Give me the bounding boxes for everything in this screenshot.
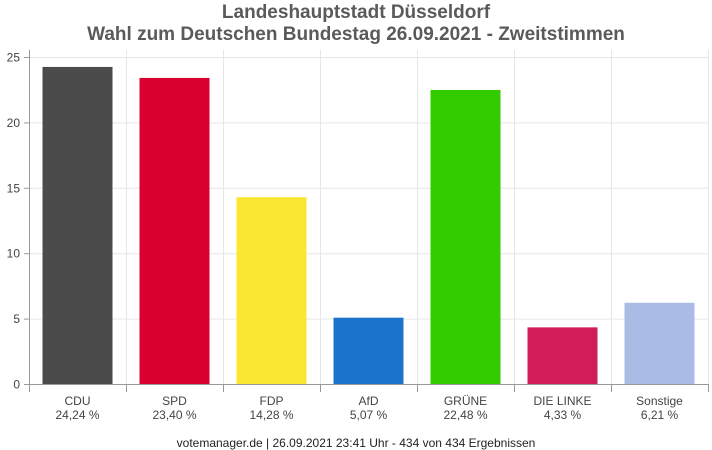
bar-fdp bbox=[236, 197, 307, 384]
y-tick-label: 5 bbox=[13, 312, 20, 326]
x-category-label: AfD bbox=[358, 394, 378, 408]
chart-title: Landeshauptstadt Düsseldorf bbox=[221, 2, 491, 23]
x-value-label: 4,33 % bbox=[544, 408, 582, 422]
bar-afd bbox=[333, 317, 404, 384]
x-category-label: DIE LINKE bbox=[533, 394, 591, 408]
x-category-label: CDU bbox=[65, 394, 91, 408]
y-tick-label: 15 bbox=[7, 181, 21, 195]
chart-subtitle: Wahl zum Deutschen Bundestag 26.09.2021 … bbox=[87, 24, 625, 45]
x-category-label: Sonstige bbox=[636, 394, 683, 408]
x-value-label: 22,48 % bbox=[443, 408, 487, 422]
bar-spd bbox=[139, 77, 210, 384]
x-category-label: FDP bbox=[260, 394, 284, 408]
y-tick-label: 25 bbox=[7, 51, 21, 65]
y-tick-label: 0 bbox=[13, 378, 20, 392]
x-value-label: 23,40 % bbox=[152, 408, 196, 422]
x-value-label: 14,28 % bbox=[249, 408, 293, 422]
bar-cdu bbox=[42, 66, 113, 385]
bar-die-linke bbox=[527, 327, 598, 384]
x-value-label: 5,07 % bbox=[350, 408, 388, 422]
footer-source: votemanager.de | 26.09.2021 23:41 Uhr - … bbox=[176, 436, 536, 450]
bar-sonstige bbox=[624, 302, 695, 384]
y-tick-label: 20 bbox=[7, 116, 21, 130]
x-value-label: 24,24 % bbox=[55, 408, 99, 422]
x-category-label: GRÜNE bbox=[444, 394, 487, 408]
x-category-label: SPD bbox=[162, 394, 187, 408]
bar-grüne bbox=[430, 89, 501, 384]
x-value-label: 6,21 % bbox=[641, 408, 679, 422]
y-tick-label: 10 bbox=[7, 247, 21, 261]
